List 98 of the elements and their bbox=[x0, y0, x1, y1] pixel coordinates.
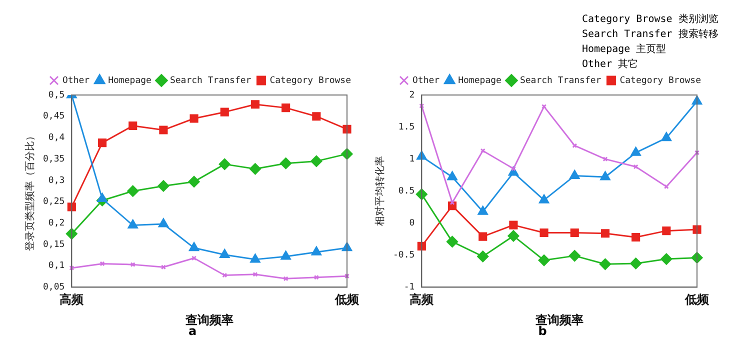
y-axis-title: 登录页类型频率（百分比） bbox=[24, 131, 36, 252]
point bbox=[128, 121, 138, 130]
y-tick-label: 0,45 bbox=[42, 112, 65, 122]
text: Category Browse 类别浏览 bbox=[582, 12, 718, 27]
point bbox=[280, 250, 291, 260]
point bbox=[509, 220, 518, 230]
y-tick-label: 0,1 bbox=[48, 261, 65, 272]
point bbox=[222, 272, 228, 278]
point bbox=[692, 225, 702, 234]
text: b bbox=[538, 324, 547, 338]
point bbox=[249, 163, 261, 175]
point bbox=[311, 246, 322, 256]
y-tick-label: 0,05 bbox=[42, 282, 65, 293]
point bbox=[599, 258, 611, 270]
y-tick-label: 2 bbox=[409, 90, 415, 100]
text: Search Transfer 搜索转移 bbox=[582, 28, 718, 42]
point bbox=[570, 170, 580, 179]
point bbox=[127, 185, 139, 197]
point bbox=[97, 193, 108, 202]
point bbox=[158, 180, 170, 192]
point bbox=[188, 176, 200, 188]
point bbox=[314, 274, 319, 280]
legend-label: Homepage bbox=[458, 76, 502, 86]
point bbox=[416, 150, 427, 160]
point bbox=[130, 262, 136, 268]
point bbox=[600, 229, 610, 238]
point bbox=[159, 126, 168, 134]
point bbox=[630, 146, 641, 156]
legend-label: Category Browse bbox=[620, 76, 702, 86]
legend-label: Search Transfer bbox=[520, 76, 602, 86]
point bbox=[283, 276, 288, 282]
point bbox=[128, 220, 138, 229]
point bbox=[160, 264, 166, 270]
point bbox=[280, 158, 292, 170]
point bbox=[661, 132, 672, 142]
point bbox=[662, 226, 671, 236]
point bbox=[664, 184, 669, 190]
y-tick-label: 0,4 bbox=[48, 133, 65, 144]
point bbox=[480, 148, 486, 154]
point bbox=[218, 158, 230, 170]
x-tick-label: 高频 bbox=[60, 292, 85, 307]
point bbox=[538, 254, 550, 266]
point bbox=[158, 218, 169, 228]
point bbox=[188, 242, 200, 252]
text: Homepage 主页型 bbox=[582, 42, 668, 57]
legend-label: Homepage bbox=[108, 76, 152, 86]
point bbox=[342, 124, 352, 134]
point bbox=[220, 248, 230, 258]
point bbox=[572, 143, 578, 148]
x-tick-label: 高频 bbox=[410, 292, 435, 307]
point bbox=[312, 112, 321, 121]
y-tick-label: 1 bbox=[409, 154, 415, 164]
point bbox=[310, 155, 322, 167]
point bbox=[602, 156, 608, 162]
point bbox=[633, 164, 638, 170]
point bbox=[282, 104, 290, 112]
y-tick-label: 0,25 bbox=[42, 197, 65, 208]
point bbox=[632, 232, 640, 242]
point bbox=[100, 261, 105, 266]
point bbox=[477, 250, 489, 262]
y-tick-label: 1.5 bbox=[398, 122, 415, 132]
legend-label: Other bbox=[62, 76, 90, 86]
y-tick-label: 0 bbox=[409, 218, 415, 228]
y-tick-label: 0,5 bbox=[48, 90, 65, 100]
point bbox=[252, 272, 258, 277]
legend-label: Other bbox=[412, 76, 440, 86]
x-tick-label: 低频 bbox=[684, 292, 710, 307]
y-tick-label: 0,15 bbox=[42, 240, 65, 250]
point bbox=[446, 236, 458, 248]
y-tick-label: -1 bbox=[404, 282, 415, 293]
point bbox=[447, 171, 458, 180]
point bbox=[450, 200, 455, 206]
legend-label: Category Browse bbox=[270, 76, 352, 86]
legend-label: Search Transfer bbox=[170, 76, 252, 86]
y-tick-label: 0,2 bbox=[48, 218, 65, 228]
point bbox=[568, 250, 580, 262]
text: Other 其它 bbox=[582, 58, 640, 72]
y-tick-label: -0.5 bbox=[392, 250, 415, 261]
point bbox=[540, 228, 548, 238]
x-tick-label: 低频 bbox=[334, 292, 360, 307]
y-tick-label: 0,3 bbox=[48, 176, 65, 186]
point bbox=[570, 228, 579, 238]
point bbox=[220, 108, 229, 116]
point bbox=[250, 254, 260, 263]
point bbox=[98, 138, 107, 148]
point bbox=[190, 114, 198, 123]
point bbox=[478, 232, 488, 241]
point bbox=[600, 171, 610, 180]
point bbox=[250, 100, 260, 109]
point bbox=[508, 230, 520, 242]
y-axis-title: 相对平均转化率 bbox=[374, 156, 386, 226]
y-tick-label: 0,35 bbox=[42, 154, 65, 164]
point bbox=[630, 258, 642, 270]
y-tick-label: 0.5 bbox=[398, 186, 415, 196]
point bbox=[538, 194, 550, 204]
point bbox=[660, 253, 672, 265]
point bbox=[478, 206, 488, 215]
point bbox=[192, 256, 197, 261]
